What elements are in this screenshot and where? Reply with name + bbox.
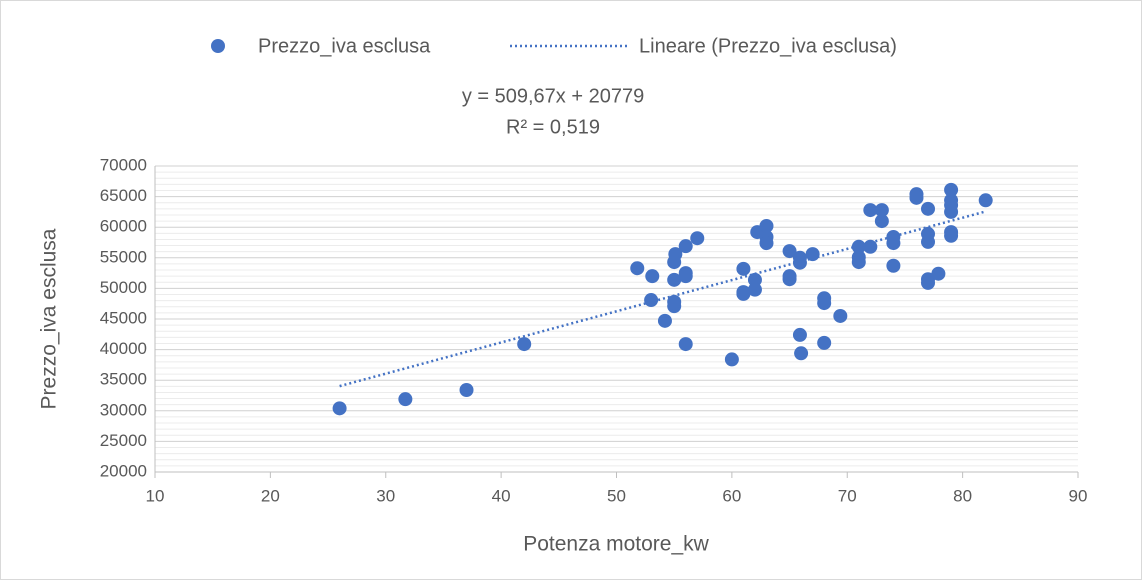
y-tick-label: 65000	[100, 186, 147, 205]
point	[851, 239, 866, 254]
point	[657, 313, 672, 328]
point	[645, 269, 660, 284]
trend-equation: y = 509,67x + 20779	[462, 85, 644, 107]
point	[678, 337, 693, 352]
point	[921, 201, 936, 216]
point	[792, 255, 807, 270]
y-tick-label: 60000	[100, 217, 147, 236]
point	[863, 203, 878, 218]
x-tick-label: 50	[607, 486, 626, 505]
point	[921, 234, 936, 249]
y-tick-label: 30000	[100, 400, 147, 419]
y-tick-label: 45000	[100, 308, 147, 327]
point	[874, 214, 889, 229]
point	[759, 236, 774, 251]
x-tick-label: 20	[261, 486, 280, 505]
x-tick-label: 90	[1069, 486, 1088, 505]
point	[667, 272, 682, 287]
point	[782, 272, 797, 287]
point	[398, 392, 413, 407]
x-tick-label: 70	[838, 486, 857, 505]
legend-trend-label: Lineare (Prezzo_iva esclusa)	[639, 35, 897, 57]
point	[678, 269, 693, 284]
point	[851, 255, 866, 270]
legend-series-marker	[211, 39, 225, 53]
point	[909, 190, 924, 205]
point	[736, 286, 751, 301]
x-tick-label: 80	[953, 486, 972, 505]
point	[817, 335, 832, 350]
x-tick-label: 30	[376, 486, 395, 505]
point	[736, 261, 751, 276]
point	[332, 401, 347, 416]
y-tick-label: 70000	[100, 155, 147, 174]
y-tick-label: 50000	[100, 278, 147, 297]
point	[782, 244, 797, 259]
point	[886, 258, 901, 273]
y-axis-title: Prezzo_iva esclusa	[38, 228, 61, 409]
legend-series-label: Prezzo_iva esclusa	[258, 35, 431, 57]
point	[817, 296, 832, 311]
point	[678, 239, 693, 254]
point	[944, 228, 959, 243]
point	[874, 203, 889, 218]
trendline	[339, 210, 987, 388]
point	[944, 204, 959, 219]
y-tick-label: 25000	[100, 431, 147, 450]
y-tick-label: 55000	[100, 247, 147, 266]
x-axis-title: Potenza motore_kw	[523, 533, 709, 556]
y-tick-label: 20000	[100, 461, 147, 480]
point	[805, 247, 820, 262]
x-tick-label: 10	[146, 486, 165, 505]
point	[863, 239, 878, 254]
point	[667, 299, 682, 314]
x-tick-label: 60	[722, 486, 741, 505]
point	[459, 382, 474, 397]
point	[759, 218, 774, 233]
point	[690, 231, 705, 246]
point	[747, 272, 762, 287]
point	[644, 293, 659, 308]
point	[517, 337, 532, 352]
trend-r2: R² = 0,519	[506, 116, 600, 138]
x-tick-label: 40	[492, 486, 511, 505]
point	[794, 346, 809, 361]
point	[667, 255, 682, 270]
point	[944, 182, 959, 197]
point	[747, 282, 762, 297]
point	[886, 236, 901, 251]
point	[792, 327, 807, 342]
point	[978, 193, 993, 208]
point	[724, 352, 739, 367]
point	[931, 266, 946, 281]
y-tick-label: 40000	[100, 339, 147, 358]
point	[833, 308, 848, 323]
y-tick-label: 35000	[100, 370, 147, 389]
point	[630, 261, 645, 276]
point	[921, 275, 936, 290]
